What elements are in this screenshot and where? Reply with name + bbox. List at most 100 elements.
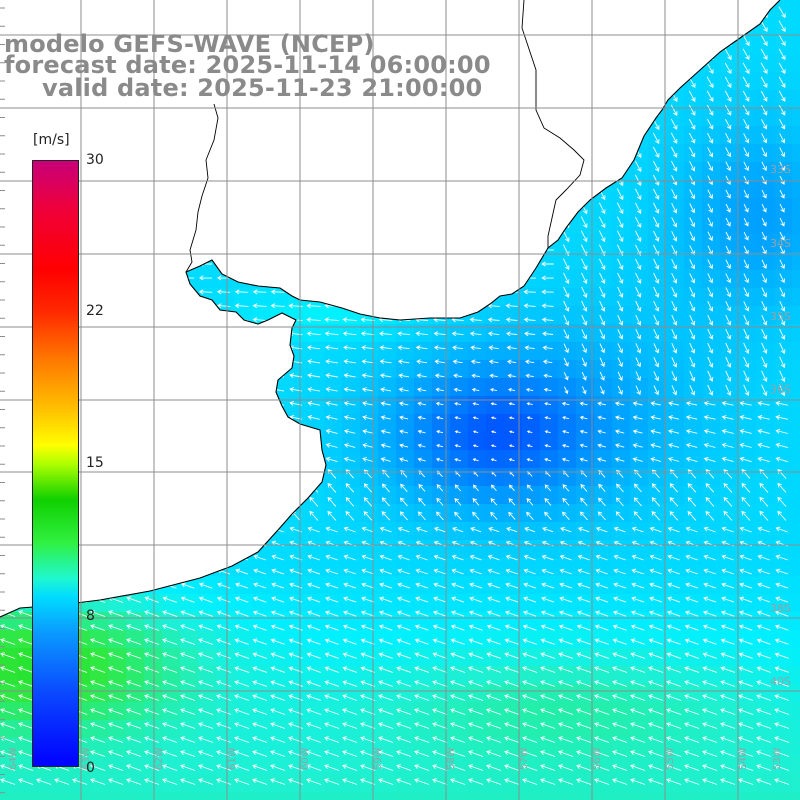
wind-arrow <box>761 370 768 382</box>
wind-arrow <box>774 708 790 715</box>
wind-arrow <box>55 108 69 114</box>
field-cell <box>612 54 631 73</box>
wind-arrow <box>398 387 409 393</box>
wind-arrow <box>616 104 624 117</box>
wind-arrow <box>635 371 641 382</box>
wind-arrow <box>576 652 592 659</box>
field-cell <box>684 36 703 55</box>
wind-arrow <box>271 247 285 253</box>
field-cell <box>720 288 739 307</box>
field-cell <box>288 648 307 667</box>
field-cell <box>648 666 667 685</box>
field-cell <box>648 54 667 73</box>
field-cell <box>792 684 800 703</box>
field-cell <box>378 216 397 235</box>
field-cell <box>306 126 325 145</box>
field-cell <box>684 360 703 379</box>
field-cell <box>720 0 739 19</box>
wind-arrow <box>307 582 321 589</box>
field-cell <box>324 198 343 217</box>
wind-arrow <box>617 343 624 354</box>
wind-arrow <box>144 694 160 701</box>
wind-arrow <box>416 373 427 379</box>
wind-arrow <box>707 301 714 312</box>
wind-arrow <box>378 764 394 771</box>
wind-arrow <box>577 582 591 589</box>
wind-arrow <box>630 722 646 729</box>
wind-arrow <box>562 443 570 448</box>
wind-arrow <box>505 554 518 561</box>
wind-arrow <box>598 118 606 131</box>
wind-arrow <box>183 468 193 479</box>
field-cell <box>0 288 19 307</box>
wind-arrow <box>666 694 682 701</box>
wind-arrow <box>670 6 678 19</box>
wind-arrow <box>397 136 411 142</box>
field-cell <box>774 432 793 451</box>
field-cell <box>684 234 703 253</box>
field-cell <box>738 558 757 577</box>
wind-arrow <box>595 582 609 589</box>
field-cell <box>486 702 505 721</box>
wind-arrow <box>217 150 231 155</box>
field-cell <box>216 594 235 613</box>
wind-arrow <box>759 496 769 507</box>
wind-arrow <box>234 750 250 757</box>
wind-arrow <box>381 511 391 521</box>
field-cell <box>504 54 523 73</box>
wind-arrow <box>129 468 139 479</box>
wind-arrow <box>201 496 211 507</box>
wind-arrow <box>342 303 357 309</box>
field-cell <box>486 108 505 127</box>
wind-arrow <box>635 314 642 326</box>
field-cell <box>252 432 271 451</box>
wind-arrow <box>1 177 15 183</box>
field-cell <box>558 702 577 721</box>
field-cell <box>648 198 667 217</box>
wind-arrow <box>198 708 214 715</box>
field-cell <box>36 108 55 127</box>
wind-arrow <box>524 359 535 365</box>
field-cell <box>450 648 469 667</box>
wind-arrow <box>779 342 786 354</box>
wind-arrow <box>523 303 536 309</box>
wind-arrow <box>779 384 786 397</box>
wind-arrow <box>630 680 646 687</box>
field-cell <box>270 594 289 613</box>
field-cell <box>522 144 541 163</box>
field-cell <box>270 432 289 451</box>
field-cell <box>486 576 505 595</box>
field-cell <box>108 234 127 253</box>
wind-arrow <box>487 191 501 197</box>
field-cell <box>504 0 523 19</box>
wind-arrow <box>162 666 178 673</box>
field-cell <box>252 144 271 163</box>
wind-arrow <box>778 20 786 33</box>
field-cell <box>414 558 433 577</box>
wind-arrow <box>562 258 570 271</box>
field-cell <box>576 324 595 343</box>
wind-arrow <box>235 526 248 533</box>
wind-arrow <box>108 568 123 575</box>
wind-arrow <box>145 205 159 211</box>
wind-arrow <box>472 444 479 448</box>
wind-arrow <box>505 219 519 225</box>
field-cell <box>252 468 271 487</box>
wind-arrow <box>199 331 213 337</box>
field-cell <box>450 108 469 127</box>
field-cell <box>0 792 19 800</box>
wind-arrow <box>19 191 33 197</box>
field-cell <box>378 0 397 19</box>
wind-arrow <box>1 275 15 281</box>
field-cell <box>792 252 800 271</box>
wind-arrow <box>487 317 500 323</box>
field-cell <box>198 486 217 505</box>
field-cell <box>522 108 541 127</box>
wind-arrow <box>307 526 320 533</box>
field-cell <box>288 270 307 289</box>
wind-arrow <box>741 496 751 507</box>
wind-arrow <box>432 708 448 715</box>
wind-arrow <box>702 764 718 771</box>
field-cell <box>486 612 505 631</box>
field-cell <box>306 702 325 721</box>
